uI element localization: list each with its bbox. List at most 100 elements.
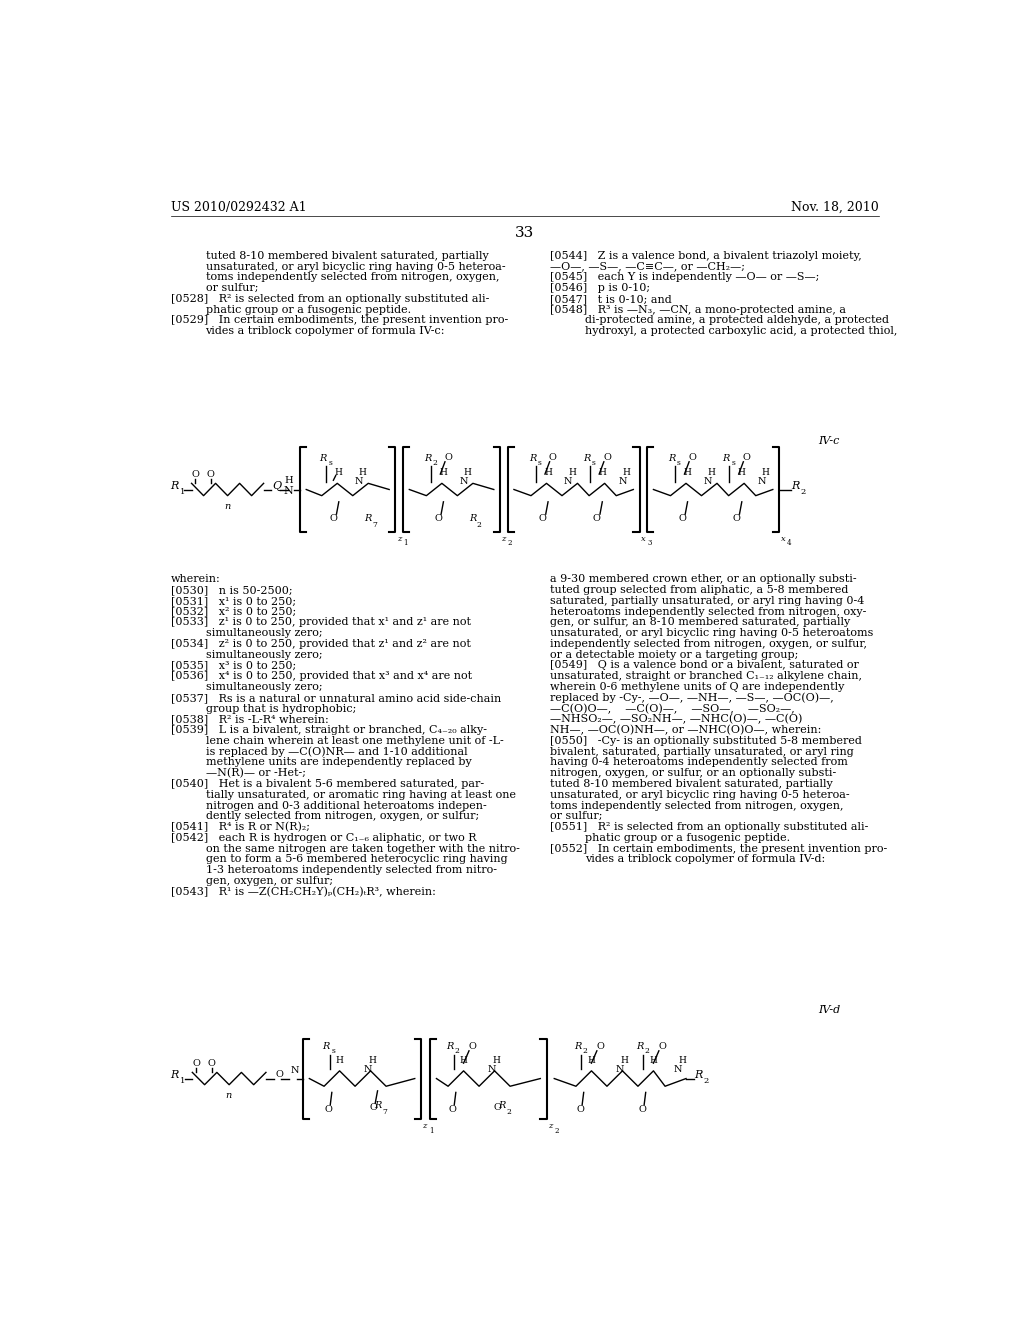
Text: [0545]   each Y is independently —O— or —S—;: [0545] each Y is independently —O— or —S… bbox=[550, 272, 820, 282]
Text: dently selected from nitrogen, oxygen, or sulfur;: dently selected from nitrogen, oxygen, o… bbox=[206, 812, 479, 821]
Text: NH—, —OC(O)NH—, or —NHC(O)O—, wherein:: NH—, —OC(O)NH—, or —NHC(O)O—, wherein: bbox=[550, 725, 821, 735]
Text: phatic group or a fusogenic peptide.: phatic group or a fusogenic peptide. bbox=[206, 305, 411, 314]
Text: N: N bbox=[674, 1065, 683, 1073]
Text: O: O bbox=[732, 515, 740, 523]
Text: having 0-4 heteroatoms independently selected from: having 0-4 heteroatoms independently sel… bbox=[550, 758, 848, 767]
Text: IV-c: IV-c bbox=[818, 436, 839, 446]
Text: 3: 3 bbox=[647, 540, 651, 548]
Text: or sulfur;: or sulfur; bbox=[206, 284, 258, 293]
Text: O: O bbox=[469, 1041, 477, 1051]
Text: tuted group selected from aliphatic, a 5-8 membered: tuted group selected from aliphatic, a 5… bbox=[550, 585, 849, 595]
Text: H: H bbox=[738, 469, 745, 477]
Text: phatic group or a fusogenic peptide.: phatic group or a fusogenic peptide. bbox=[586, 833, 791, 843]
Text: [0543]   R¹ is —Z(CH₂CH₂Y)ₚ(CH₂)ₜR³, wherein:: [0543] R¹ is —Z(CH₂CH₂Y)ₚ(CH₂)ₜR³, where… bbox=[171, 887, 435, 898]
Text: wherein 0-6 methylene units of Q are independently: wherein 0-6 methylene units of Q are ind… bbox=[550, 682, 845, 692]
Text: [0548]   R³ is —N₃, —CN, a mono-protected amine, a: [0548] R³ is —N₃, —CN, a mono-protected … bbox=[550, 305, 847, 314]
Text: vides a triblock copolymer of formula IV-d:: vides a triblock copolymer of formula IV… bbox=[586, 854, 825, 865]
Text: tially unsaturated, or aromatic ring having at least one: tially unsaturated, or aromatic ring hav… bbox=[206, 789, 515, 800]
Text: [0550]   -Cy- is an optionally substituted 5-8 membered: [0550] -Cy- is an optionally substituted… bbox=[550, 737, 862, 746]
Text: [0528]   R² is selected from an optionally substituted ali-: [0528] R² is selected from an optionally… bbox=[171, 294, 489, 304]
Text: R: R bbox=[322, 1041, 330, 1051]
Text: z: z bbox=[397, 535, 401, 543]
Text: H: H bbox=[621, 1056, 628, 1064]
Text: —C(O)O—,    —C(O)—,    —SO—,    —SO₂—,: —C(O)O—, —C(O)—, —SO—, —SO₂—, bbox=[550, 704, 795, 714]
Text: z: z bbox=[423, 1122, 427, 1130]
Text: [0547]   t is 0-10; and: [0547] t is 0-10; and bbox=[550, 294, 672, 304]
Text: 2: 2 bbox=[476, 521, 481, 529]
Text: H: H bbox=[358, 469, 367, 477]
Text: O: O bbox=[208, 1059, 216, 1068]
Text: O: O bbox=[688, 453, 696, 462]
Text: O: O bbox=[639, 1105, 646, 1114]
Text: O: O bbox=[597, 1041, 605, 1051]
Text: H: H bbox=[598, 469, 606, 477]
Text: [0529]   In certain embodiments, the present invention pro-: [0529] In certain embodiments, the prese… bbox=[171, 315, 508, 326]
Text: simultaneously zero;: simultaneously zero; bbox=[206, 682, 323, 692]
Text: gen to form a 5-6 membered heterocyclic ring having: gen to form a 5-6 membered heterocyclic … bbox=[206, 854, 507, 865]
Text: H: H bbox=[623, 469, 630, 477]
Text: nitrogen and 0-3 additional heteroatoms indepen-: nitrogen and 0-3 additional heteroatoms … bbox=[206, 800, 486, 810]
Text: 4: 4 bbox=[786, 540, 792, 548]
Text: R: R bbox=[365, 515, 372, 523]
Text: O: O bbox=[539, 515, 547, 523]
Text: 2: 2 bbox=[508, 540, 512, 548]
Text: [0537]   Rs is a natural or unnatural amino acid side-chain: [0537] Rs is a natural or unnatural amin… bbox=[171, 693, 501, 702]
Text: H: H bbox=[460, 1056, 468, 1064]
Text: [0531]   x¹ is 0 to 250;: [0531] x¹ is 0 to 250; bbox=[171, 595, 296, 606]
Text: O: O bbox=[370, 1104, 378, 1113]
Text: s: s bbox=[329, 458, 332, 466]
Text: H: H bbox=[544, 469, 552, 477]
Text: [0539]   L is a bivalent, straight or branched, C₄₋₂₀ alky-: [0539] L is a bivalent, straight or bran… bbox=[171, 725, 486, 735]
Text: O: O bbox=[658, 1041, 667, 1051]
Text: H: H bbox=[588, 1056, 595, 1064]
Text: on the same nitrogen are taken together with the nitro-: on the same nitrogen are taken together … bbox=[206, 843, 519, 854]
Text: R: R bbox=[171, 1069, 179, 1080]
Text: R: R bbox=[583, 454, 591, 463]
Text: R: R bbox=[792, 480, 800, 491]
Text: 2: 2 bbox=[507, 1107, 512, 1115]
Text: —O—, —S—, —C≡C—, or —CH₂—;: —O—, —S—, —C≡C—, or —CH₂—; bbox=[550, 261, 745, 272]
Text: 1: 1 bbox=[403, 540, 408, 548]
Text: R: R bbox=[723, 454, 730, 463]
Text: O: O bbox=[593, 515, 601, 523]
Text: nitrogen, oxygen, or sulfur, or an optionally substi-: nitrogen, oxygen, or sulfur, or an optio… bbox=[550, 768, 837, 779]
Text: toms independently selected from nitrogen, oxygen,: toms independently selected from nitroge… bbox=[206, 272, 499, 282]
Text: N: N bbox=[564, 478, 572, 486]
Text: O: O bbox=[449, 1105, 457, 1114]
Text: N: N bbox=[460, 478, 468, 486]
Text: z: z bbox=[548, 1122, 552, 1130]
Text: or a detectable moiety or a targeting group;: or a detectable moiety or a targeting gr… bbox=[550, 649, 799, 660]
Text: s: s bbox=[592, 459, 596, 467]
Text: 2: 2 bbox=[801, 488, 806, 496]
Text: N: N bbox=[703, 478, 712, 486]
Text: x: x bbox=[780, 535, 785, 543]
Text: H: H bbox=[684, 469, 691, 477]
Text: 33: 33 bbox=[515, 226, 535, 240]
Text: R: R bbox=[424, 454, 431, 463]
Text: R: R bbox=[636, 1041, 643, 1051]
Text: —N(R)— or -Het-;: —N(R)— or -Het-; bbox=[206, 768, 305, 779]
Text: heteroatoms independently selected from nitrogen, oxy-: heteroatoms independently selected from … bbox=[550, 607, 866, 616]
Text: H: H bbox=[464, 469, 471, 477]
Text: US 2010/0292432 A1: US 2010/0292432 A1 bbox=[171, 201, 306, 214]
Text: —NHSO₂—, —SO₂NH—, —NHC(O)—, —C(O): —NHSO₂—, —SO₂NH—, —NHC(O)—, —C(O) bbox=[550, 714, 803, 725]
Text: [0536]   x⁴ is 0 to 250, provided that x³ and x⁴ are not: [0536] x⁴ is 0 to 250, provided that x³ … bbox=[171, 671, 472, 681]
Text: bivalent, saturated, partially unsaturated, or aryl ring: bivalent, saturated, partially unsaturat… bbox=[550, 747, 854, 756]
Text: wherein:: wherein: bbox=[171, 574, 220, 585]
Text: O: O bbox=[325, 1105, 333, 1114]
Text: x: x bbox=[641, 535, 646, 543]
Text: 2: 2 bbox=[703, 1077, 709, 1085]
Text: 7: 7 bbox=[383, 1107, 388, 1115]
Text: [0535]   x³ is 0 to 250;: [0535] x³ is 0 to 250; bbox=[171, 660, 296, 671]
Text: N: N bbox=[354, 478, 364, 486]
Text: [0541]   R⁴ is R or N(R)₂;: [0541] R⁴ is R or N(R)₂; bbox=[171, 822, 309, 833]
Text: O: O bbox=[678, 515, 686, 523]
Text: H: H bbox=[649, 1056, 657, 1064]
Text: 1: 1 bbox=[180, 1077, 185, 1085]
Text: [0551]   R² is selected from an optionally substituted ali-: [0551] R² is selected from an optionally… bbox=[550, 822, 868, 832]
Text: unsaturated, or aryl bicyclic ring having 0-5 heteroa-: unsaturated, or aryl bicyclic ring havin… bbox=[550, 789, 850, 800]
Text: O: O bbox=[330, 515, 337, 523]
Text: 1: 1 bbox=[180, 488, 185, 496]
Text: N: N bbox=[291, 1067, 299, 1076]
Text: vides a triblock copolymer of formula IV-c:: vides a triblock copolymer of formula IV… bbox=[206, 326, 445, 337]
